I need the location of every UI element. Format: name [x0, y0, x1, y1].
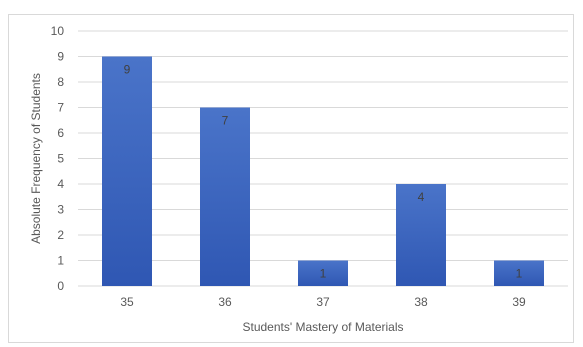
- y-tick-label: 9: [57, 50, 64, 64]
- bar-35: [102, 56, 152, 286]
- x-axis-ticks: 35 36 37 38 39: [120, 295, 526, 309]
- x-tick-label: 37: [316, 295, 330, 309]
- data-label-35: 9: [124, 63, 131, 77]
- x-tick-label: 35: [120, 295, 134, 309]
- y-tick-label: 5: [57, 152, 64, 166]
- data-label-37: 1: [320, 267, 327, 281]
- bar-38: [396, 184, 446, 286]
- y-tick-label: 8: [57, 75, 64, 89]
- x-tick-label: 39: [512, 295, 526, 309]
- data-label-38: 4: [418, 190, 425, 204]
- y-tick-label: 7: [57, 101, 64, 115]
- y-tick-label: 2: [57, 228, 64, 242]
- bars: [102, 56, 544, 286]
- data-label-39: 1: [516, 267, 523, 281]
- y-tick-label: 3: [57, 203, 64, 217]
- bar-37: [298, 260, 348, 286]
- x-tick-label: 38: [414, 295, 428, 309]
- data-label-36: 7: [222, 114, 229, 128]
- bar-39: [494, 260, 544, 286]
- y-tick-label: 1: [57, 254, 64, 268]
- y-axis-title: Absolute Frequency of Students: [29, 73, 43, 244]
- bar-36: [200, 107, 250, 286]
- y-tick-label: 4: [57, 177, 64, 191]
- gridlines: [78, 30, 568, 287]
- y-tick-label: 6: [57, 126, 64, 140]
- y-axis-ticks: 0 1 2 3 4 5 6 7 8 9 10: [51, 24, 65, 293]
- data-labels: 9 7 1 4 1: [124, 63, 523, 281]
- y-tick-label: 0: [57, 279, 64, 293]
- x-axis-title: Students' Mastery of Materials: [242, 320, 403, 334]
- y-tick-label: 10: [51, 24, 65, 38]
- x-tick-label: 36: [218, 295, 232, 309]
